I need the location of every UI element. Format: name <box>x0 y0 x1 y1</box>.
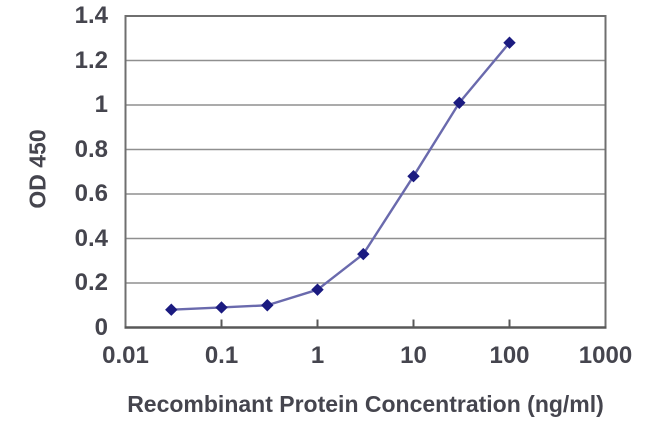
data-point-marker <box>503 36 516 49</box>
data-point-marker <box>215 301 228 314</box>
x-tick-label: 0.1 <box>204 342 239 369</box>
x-tick-label: 1000 <box>578 342 633 369</box>
x-tick-label: 10 <box>400 342 427 369</box>
data-point-marker <box>165 303 178 316</box>
x-tick-label: 0.01 <box>102 342 149 369</box>
data-line <box>171 41 511 311</box>
data-point-marker <box>357 247 370 261</box>
y-tick-label: 1 <box>94 91 108 118</box>
y-tick-label: 0.8 <box>74 135 108 163</box>
y-tick-label: 0.4 <box>74 224 108 252</box>
data-point-marker <box>311 283 324 296</box>
y-tick-label: 1.4 <box>74 2 108 29</box>
y-tick-label: 0.2 <box>74 269 108 296</box>
x-axis-title: Recombinant Protein Concentration (ng/ml… <box>127 391 604 417</box>
x-tick-label: 100 <box>489 342 530 369</box>
y-tick-label: 0.6 <box>74 180 108 207</box>
y-tick-label: 0 <box>94 313 108 341</box>
plot-border <box>124 15 607 329</box>
data-point-marker <box>453 96 466 109</box>
data-point-marker <box>407 169 420 183</box>
y-tick-label: 1.2 <box>74 46 108 74</box>
x-tick-label: 1 <box>310 342 325 369</box>
data-point-marker <box>261 299 274 312</box>
